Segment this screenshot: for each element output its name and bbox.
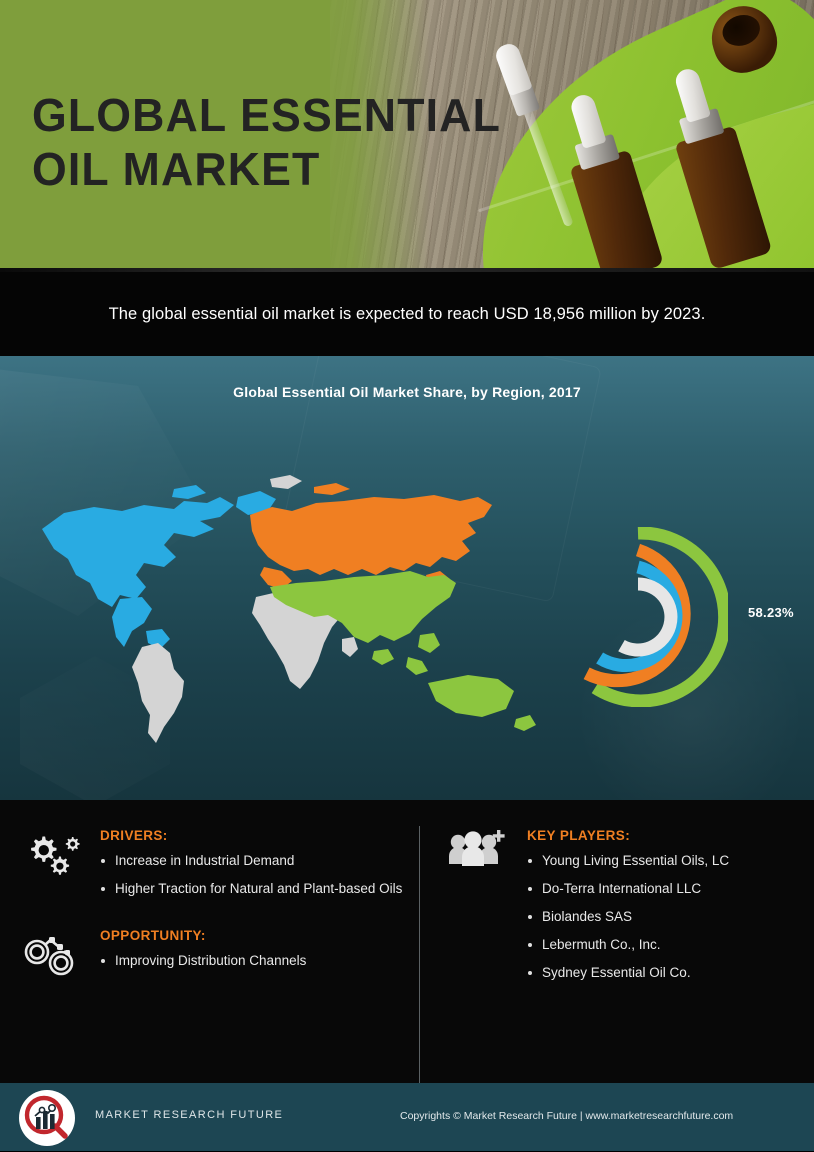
drivers-title: DRIVERS: [100,828,168,843]
drivers-item: Higher Traction for Natural and Plant-ba… [100,880,410,898]
people-plus-icon [447,830,509,884]
subtitle-band: The global essential oil market is expec… [0,272,814,356]
key-players-title: KEY PLAYERS: [527,828,631,843]
opportunity-title: OPPORTUNITY: [100,928,206,943]
page-title-line1: GLOBAL ESSENTIAL [32,89,501,141]
footer: MARKET RESEARCH FUTURE Copyrights © Mark… [0,1083,814,1151]
company-logo[interactable] [18,1089,76,1147]
footer-copyright: Copyrights © Market Research Future | ww… [400,1110,734,1122]
handcuffs-icon [20,930,82,984]
drivers-block: DRIVERS: Increase in Industrial Demand H… [20,828,410,898]
subtitle-text: The global essential oil market is expec… [108,304,706,323]
donut-arc-rest-of-world[interactable] [618,577,678,657]
bottom-section: DRIVERS: Increase in Industrial Demand H… [0,800,814,1084]
map-panel: Global Essential Oil Market Share, by Re… [0,356,814,800]
opportunity-item: Improving Distribution Channels [100,952,410,970]
right-column: KEY PLAYERS: Young Living Essential Oils… [447,828,797,1008]
map-region-south-america[interactable] [132,643,184,743]
key-player-item: Young Living Essential Oils, LC [527,852,797,870]
opportunity-block: OPPORTUNITY: Improving Distribution Chan… [20,928,410,976]
key-player-item: Lebermuth Co., Inc. [527,936,797,954]
donut-chart [583,527,728,707]
donut-arc-asia-pacific[interactable] [591,527,728,707]
drivers-item: Increase in Industrial Demand [100,852,410,870]
opportunity-body: OPPORTUNITY: Improving Distribution Chan… [100,928,410,970]
map-region-north-america[interactable] [42,485,276,649]
header-banner: GLOBAL ESSENTIAL OIL MARKET [0,0,814,272]
map-region-asia-pacific[interactable] [270,571,536,731]
map-region-rest-of-world[interactable] [270,475,302,489]
donut-callout-value: 58.23% [748,605,794,620]
page-title-line2: OIL MARKET [32,143,321,195]
world-map [42,475,536,743]
key-player-item: Biolandes SAS [527,908,797,926]
page-title: GLOBAL ESSENTIAL OIL MARKET [32,88,501,196]
column-divider [419,826,420,1084]
key-player-item: Do-Terra International LLC [527,880,797,898]
left-column: DRIVERS: Increase in Industrial Demand H… [20,828,410,996]
gears-icon [20,830,82,884]
drivers-body: DRIVERS: Increase in Industrial Demand H… [100,828,410,898]
header-color-fade [300,0,430,272]
key-players-block: KEY PLAYERS: Young Living Essential Oils… [447,828,797,982]
region-label-north-america: NORTH AMERICA [44,799,110,800]
key-players-body: KEY PLAYERS: Young Living Essential Oils… [527,828,797,982]
key-player-item: Sydney Essential Oil Co. [527,964,797,982]
map-region-europe[interactable] [250,483,492,589]
donut-arc-europe[interactable] [583,543,691,688]
header-divider [0,268,814,272]
footer-brand: MARKET RESEARCH FUTURE [95,1109,284,1121]
chart-title: Global Essential Oil Market Share, by Re… [233,384,581,400]
